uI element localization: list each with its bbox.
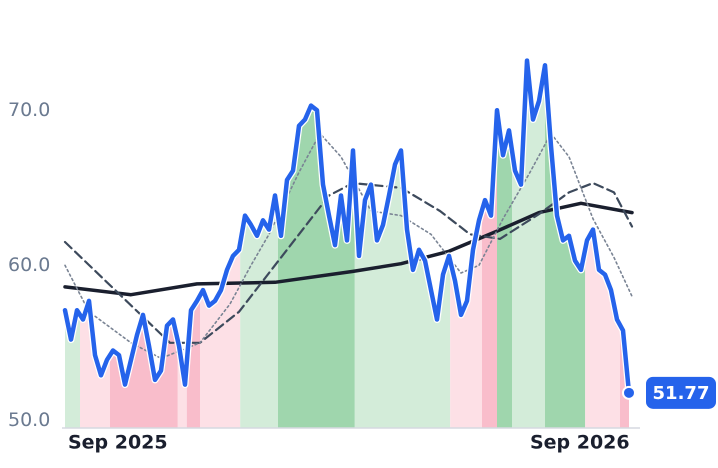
regime-band [512, 60, 545, 429]
regime-band [545, 65, 586, 429]
line-layer [61, 57, 636, 400]
y-tick-label: 60.0 [8, 254, 50, 276]
regime-band [585, 229, 620, 428]
regime-band [240, 195, 278, 428]
band-layer [65, 60, 629, 429]
last-value-badge [646, 376, 716, 409]
regime-band [497, 110, 512, 428]
regime-band [354, 150, 451, 429]
label-layer: 50.0 60.0 70.0 Sep 2025 Sep 2026 51.77 [8, 99, 716, 454]
y-tick-label: 70.0 [8, 99, 50, 121]
y-tick-label: 50.0 [8, 409, 50, 431]
regime-band [110, 314, 178, 428]
regime-band [200, 242, 241, 428]
last-value-label: 51.77 [653, 383, 710, 404]
price-line [62, 58, 632, 396]
x-tick-label: Sep 2026 [530, 432, 630, 454]
regime-band [278, 105, 355, 428]
last-value-dot [622, 385, 636, 400]
x-tick-label: Sep 2025 [68, 432, 168, 454]
